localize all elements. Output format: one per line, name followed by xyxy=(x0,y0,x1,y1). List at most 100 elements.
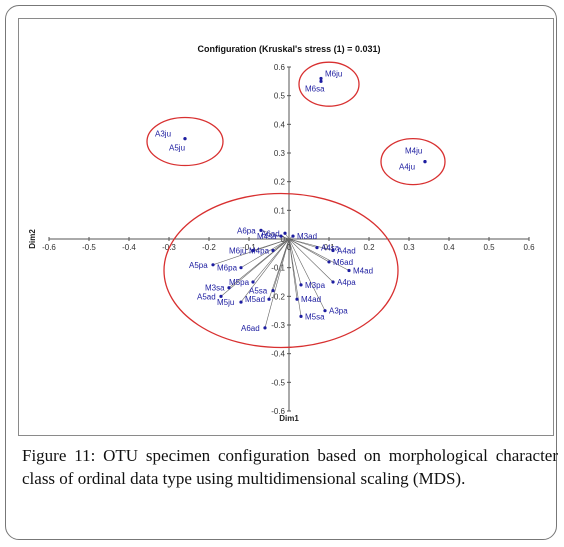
point-label: M3sa xyxy=(205,284,225,293)
point-label: A6ad xyxy=(261,229,280,238)
point-label: M6ad xyxy=(333,258,353,267)
y-tick-label: -0.1 xyxy=(271,264,285,273)
y-tick-label: 0.2 xyxy=(274,178,286,187)
point-label: A5sa xyxy=(249,287,268,296)
data-point xyxy=(227,286,231,290)
data-point xyxy=(251,280,255,284)
data-point xyxy=(271,289,275,293)
point-label: A6ad xyxy=(241,324,260,333)
x-tick-label: 0.4 xyxy=(443,243,455,252)
data-point xyxy=(239,300,243,304)
spoke-line xyxy=(288,238,350,271)
data-point xyxy=(259,228,263,232)
spoke-line xyxy=(288,238,334,283)
point-label: M6pa xyxy=(217,264,238,273)
x-tick-label: -0.4 xyxy=(122,243,136,252)
caption-label: Figure 11: xyxy=(22,446,96,465)
point-label: M5ju xyxy=(217,298,234,307)
data-point xyxy=(423,160,427,164)
y-tick-label: -0.2 xyxy=(271,292,285,301)
point-label: M4ju xyxy=(405,147,422,156)
x-tick-label: 0.6 xyxy=(523,243,535,252)
mds-chart: Configuration (Kruskal's stress (1) = 0.… xyxy=(28,44,535,423)
y-tick-label: 0.1 xyxy=(274,206,286,215)
figure-caption: Figure 11: OTU specimen configuration ba… xyxy=(22,444,558,490)
data-point xyxy=(211,263,215,267)
data-point xyxy=(271,248,275,253)
point-label: M6sa xyxy=(305,84,325,93)
x-tick-label: -0.6 xyxy=(42,243,56,252)
point-label: M5sa xyxy=(305,312,325,321)
y-tick-label: -0.4 xyxy=(271,350,285,359)
point-label: A4ad xyxy=(337,246,356,255)
caption-text: OTU specimen configuration based on morp… xyxy=(22,446,558,488)
point-label: M4ad xyxy=(301,295,321,304)
x-tick-label: 0.5 xyxy=(483,243,495,252)
data-point xyxy=(295,297,299,301)
data-point xyxy=(331,248,335,253)
y-tick-label: -0.3 xyxy=(271,321,285,330)
figure-frame: Configuration (Kruskal's stress (1) = 0.… xyxy=(5,5,558,540)
x-tick-label: -0.5 xyxy=(82,243,96,252)
x-tick-label: -0.2 xyxy=(202,243,216,252)
point-label: M4sa xyxy=(257,232,277,241)
data-point xyxy=(263,326,267,330)
spoke-line xyxy=(252,238,290,283)
x-tick-label: 0.2 xyxy=(363,243,375,252)
group-circle xyxy=(163,192,399,349)
data-point xyxy=(283,231,287,235)
y-tick-label: 0.5 xyxy=(274,92,286,101)
point-label: M5pa xyxy=(229,278,250,287)
x-tick-label: -0.1 xyxy=(242,243,256,252)
data-point xyxy=(323,309,327,313)
group-circle xyxy=(298,61,360,107)
data-point xyxy=(291,234,295,238)
data-point xyxy=(299,314,303,318)
data-point xyxy=(319,79,323,83)
spoke-line xyxy=(264,238,290,328)
spoke-line xyxy=(240,238,290,268)
point-label: M5ad xyxy=(245,295,265,304)
data-point xyxy=(279,234,283,238)
group-circle xyxy=(146,116,224,167)
point-label: A5ad xyxy=(197,292,216,301)
x-tick-label: 0.1 xyxy=(323,243,335,252)
point-label: A6pa xyxy=(237,226,256,235)
x-tick-label: 0.3 xyxy=(403,243,415,252)
data-point xyxy=(347,268,351,273)
spoke-line xyxy=(220,238,290,297)
data-point xyxy=(183,137,187,141)
point-label: A4pa xyxy=(337,278,356,287)
point-label: M6ju xyxy=(325,69,342,78)
point-label: A4sa xyxy=(321,244,340,253)
y-axis-label: Dim2 xyxy=(28,229,37,249)
data-point xyxy=(299,283,303,287)
point-label: A3ju xyxy=(155,130,171,139)
plot-area: Configuration (Kruskal's stress (1) = 0.… xyxy=(18,18,554,436)
point-label: M4pa xyxy=(249,246,270,255)
point-label: M6ju xyxy=(229,246,246,255)
spoke-line xyxy=(240,238,290,303)
x-axis-label: Dim1 xyxy=(279,414,299,423)
x-tick-label: 0 xyxy=(287,243,292,252)
spoke-line xyxy=(212,238,290,266)
point-label: A3pa xyxy=(329,307,348,316)
point-label: A5ju xyxy=(169,144,185,153)
data-point xyxy=(219,294,223,298)
chart-title: Configuration (Kruskal's stress (1) = 0.… xyxy=(198,44,381,54)
data-point xyxy=(327,260,331,264)
y-tick-label: 0.4 xyxy=(274,120,286,129)
group-circle xyxy=(380,137,446,186)
point-label: M4ad xyxy=(353,267,373,276)
y-tick-label: 0.6 xyxy=(274,63,286,72)
y-tick-label: 0 xyxy=(281,235,286,244)
spoke-line xyxy=(288,238,334,251)
point-label: A5pa xyxy=(189,261,208,270)
y-tick-label: -0.6 xyxy=(271,407,285,416)
data-point xyxy=(331,280,335,284)
data-point xyxy=(251,248,255,253)
data-point xyxy=(267,297,271,301)
point-label: A4ju xyxy=(399,163,415,172)
spoke-line xyxy=(260,230,290,240)
spoke-line xyxy=(288,238,302,317)
